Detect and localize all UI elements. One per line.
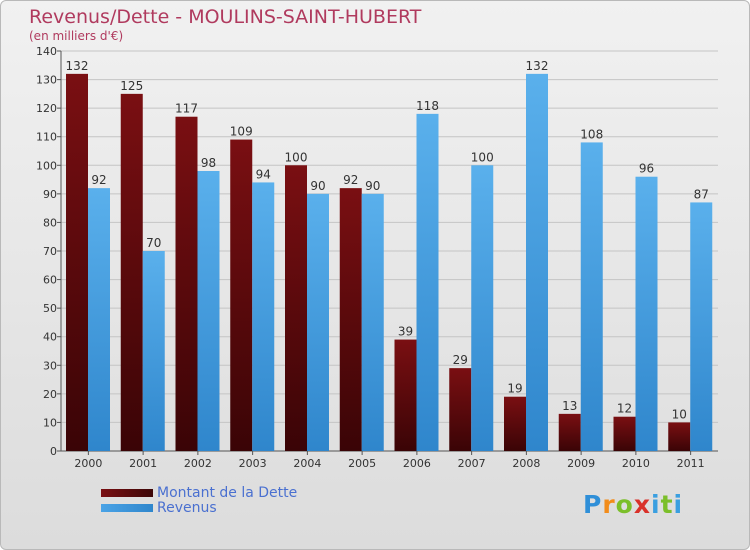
data-label: 118 (416, 99, 439, 113)
data-label: 29 (453, 353, 468, 367)
y-tick-label: 60 (43, 274, 57, 287)
bar-revenus (526, 73, 548, 451)
y-tick-label: 110 (36, 131, 57, 144)
y-tick-label: 10 (43, 416, 57, 429)
bar-dette (339, 188, 362, 451)
y-tick-label: 0 (50, 445, 57, 458)
bar-dette (230, 139, 253, 452)
data-label: 87 (694, 187, 709, 201)
y-tick-label: 70 (43, 245, 57, 258)
legend-swatch-revenus (101, 504, 153, 512)
bar-dette (613, 416, 636, 451)
y-tick-label: 130 (36, 74, 57, 87)
y-tick-label: 120 (36, 102, 57, 115)
proxiti-logo: Proxiti (583, 490, 683, 519)
legend-label-revenus: Revenus (157, 500, 217, 516)
bar-dette (558, 413, 581, 451)
bar-dette (394, 339, 417, 451)
bar-revenus (142, 251, 165, 451)
data-label: 132 (526, 59, 549, 73)
x-tick-label: 2008 (512, 457, 540, 470)
x-tick-label: 2011 (677, 457, 705, 470)
data-label: 19 (507, 382, 522, 396)
data-label: 108 (580, 127, 603, 141)
logo-letter: P (583, 490, 603, 519)
y-tick-label: 140 (36, 45, 57, 58)
bar-dette (285, 165, 307, 452)
y-tick-label: 90 (43, 188, 57, 201)
data-label: 92 (343, 173, 358, 187)
logo-letter: i (673, 490, 684, 519)
data-label: 90 (310, 179, 325, 193)
x-tick-label: 2000 (74, 457, 102, 470)
logo-letter: o (615, 490, 634, 519)
y-tick-label: 100 (36, 159, 57, 172)
x-tick-label: 2004 (293, 457, 321, 470)
bar-dette (449, 368, 472, 451)
x-tick-label: 2003 (239, 457, 267, 470)
chart-subtitle: (en milliers d'€) (29, 29, 124, 43)
data-label: 12 (617, 402, 632, 416)
x-tick-label: 2010 (622, 457, 650, 470)
data-label: 96 (639, 162, 654, 176)
bar-revenus (635, 176, 658, 451)
logo-letter: r (602, 490, 616, 519)
y-tick-label: 40 (43, 331, 57, 344)
legend-label-dette: Montant de la Dette (157, 485, 298, 501)
legend-swatch-dette (101, 489, 153, 497)
y-tick-label: 30 (43, 359, 57, 372)
bar-revenus (580, 142, 603, 451)
x-tick-label: 2006 (403, 457, 431, 470)
x-tick-label: 2007 (458, 457, 486, 470)
logo-letter: t (660, 490, 674, 519)
data-label: 94 (256, 167, 271, 181)
data-label: 70 (146, 236, 161, 250)
data-label: 132 (66, 59, 89, 73)
x-tick-label: 2001 (129, 457, 157, 470)
data-label: 100 (285, 150, 308, 164)
x-tick-label: 2009 (567, 457, 595, 470)
bar-revenus (252, 182, 275, 451)
logo-letter: i (651, 490, 661, 519)
data-label: 100 (471, 150, 494, 164)
bar-revenus (307, 193, 329, 451)
bar-dette (504, 396, 526, 451)
data-label: 125 (120, 79, 143, 93)
data-label: 117 (175, 102, 198, 116)
bar-revenus (690, 202, 713, 451)
data-label: 39 (398, 325, 413, 339)
bar-revenus (471, 165, 494, 452)
data-label: 92 (91, 173, 106, 187)
bar-dette (668, 422, 691, 451)
y-tick-label: 50 (43, 302, 57, 315)
data-label: 98 (201, 156, 216, 170)
bar-revenus (197, 171, 220, 451)
data-label: 90 (365, 179, 380, 193)
data-label: 13 (562, 399, 577, 413)
data-label: 109 (230, 125, 253, 139)
bar-revenus (361, 193, 384, 451)
y-tick-label: 20 (43, 388, 57, 401)
logo-letter: x (633, 490, 651, 519)
bar-dette (175, 116, 198, 451)
bar-dette (120, 93, 143, 451)
x-tick-label: 2002 (184, 457, 212, 470)
data-label: 10 (672, 407, 687, 421)
y-tick-label: 80 (43, 216, 57, 229)
bar-dette (66, 73, 88, 451)
x-tick-label: 2005 (348, 457, 376, 470)
bar-revenus (88, 188, 110, 451)
chart-title: Revenus/Dette - MOULINS-SAINT-HUBERT (29, 6, 422, 28)
bar-revenus (416, 113, 439, 451)
